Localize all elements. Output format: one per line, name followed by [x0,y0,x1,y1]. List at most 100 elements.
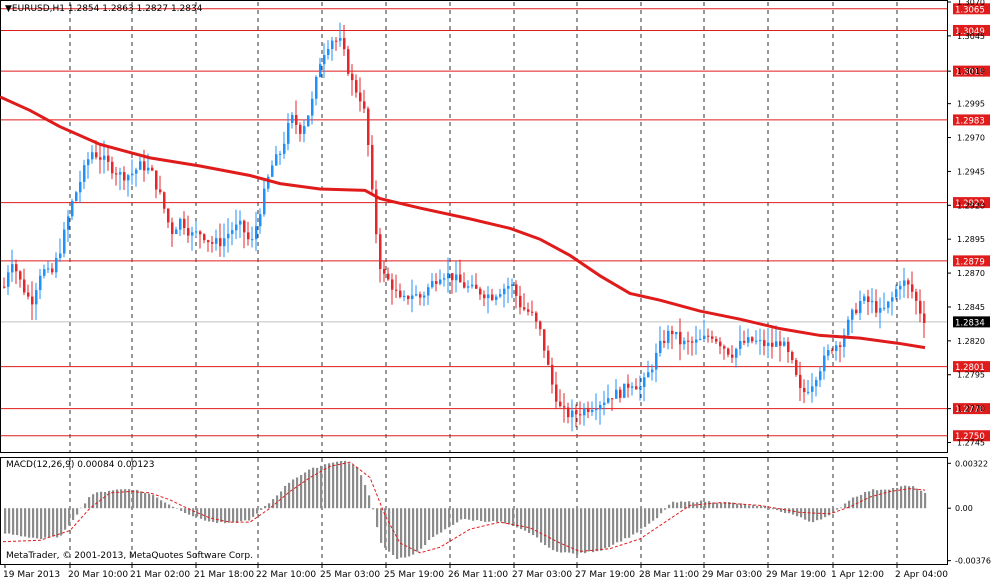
candle-body [491,294,494,300]
macd-bar [684,501,687,509]
time-tick-label: 27 Mar 19:00 [575,570,635,580]
macd-bar [304,472,307,509]
candle-body [691,341,694,343]
candle-body [695,339,698,343]
candle-body [671,330,674,335]
macd-histogram [4,460,927,559]
macd-bar [380,508,383,543]
candle-body [699,339,702,341]
level-label-box [953,403,990,415]
macd-bar [508,508,511,525]
candle-body [747,337,750,343]
symbol-header[interactable]: ▼EURUSD,H1 1.2854 1.2863 1.2827 1.2834 [5,4,202,15]
macd-bar [912,486,915,509]
macd-bar [668,504,671,509]
macd-bar [476,508,479,521]
candle-body [307,115,310,127]
macd-bar [204,508,207,521]
candle-body [183,218,186,228]
macd-bar [28,508,31,538]
candle-body [251,239,254,241]
candle-body [191,232,194,236]
time-tick-label: 26 Mar 11:00 [448,570,508,580]
candle-body [3,286,6,288]
candle-body [899,285,902,290]
candle-body [551,364,554,385]
candle-body [127,175,130,181]
macd-bar [512,508,515,527]
macd-bar [720,502,723,509]
macd-bar [292,479,295,509]
time-tick-label: 28 Mar 11:00 [639,570,699,580]
candle-body [827,350,830,356]
candle-body [111,161,114,174]
candle-body [407,295,410,300]
macd-bar [148,493,151,509]
candle-body [679,331,682,345]
macd-bar [424,508,427,545]
macd-bar [136,489,139,509]
candle-body [867,296,870,302]
candle-body [647,372,650,378]
candle-body [587,408,590,412]
candle-body [459,274,462,283]
candle-body [471,284,474,287]
candle-body [455,274,458,281]
macd-bar [456,508,459,523]
candle-body [115,173,118,175]
candle-body [775,341,778,347]
candle-body [755,340,758,342]
candle-body [291,114,294,123]
candle-body [663,340,666,344]
macd-bar [908,486,911,509]
candle-body [71,200,74,217]
candle-body [283,143,286,154]
candle-body [47,268,50,270]
macd-tick-label: -0.00376 [955,557,991,566]
macd-bar [20,508,23,537]
macd-bar [916,488,919,509]
macd-bar [96,492,99,509]
macd-bar [60,508,63,536]
candle-body [847,319,850,336]
candle-body [239,220,242,225]
time-tick-label: 21 Mar 02:00 [130,570,190,580]
candle-body [495,296,498,300]
macd-bar [244,508,247,521]
candle-body [703,335,706,340]
candle-body [175,229,178,234]
candle-body [55,257,58,273]
candle-body [15,264,18,272]
macd-bar [804,508,807,520]
level-label: 1.3019 [955,68,985,78]
candle-body [475,284,478,289]
candle-body [579,414,582,416]
candle-body [167,208,170,223]
candle-body [631,386,634,388]
macd-bar [520,508,523,530]
candle-body [219,238,222,247]
candle-body [435,281,438,284]
candle-body [375,189,378,235]
macd-bar [724,501,727,509]
candle-body [791,351,794,361]
macd-bar [484,508,487,522]
candle-body [523,307,526,310]
macd-bar [920,490,923,509]
candle-body [303,126,306,134]
chart-menu-icon[interactable]: ▼ [5,4,12,14]
macd-bar [564,508,567,553]
candle-body [99,157,102,160]
candle-body [7,272,10,287]
candle-body [355,80,358,93]
level-label-box [953,361,990,373]
macd-bar [488,508,491,522]
macd-bar [284,485,287,509]
macd-bar [408,508,411,557]
candle-body [207,240,210,243]
macd-bar [64,508,67,530]
level-label: 1.3049 [955,27,985,37]
macd-bar [888,489,891,509]
macd-bar [248,508,251,521]
candle-body [711,336,714,339]
